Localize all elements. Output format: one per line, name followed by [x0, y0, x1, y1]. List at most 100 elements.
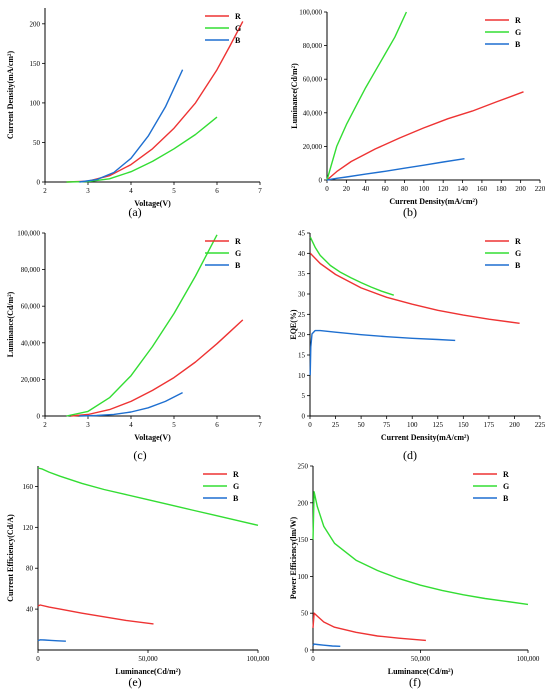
legend-label: B [235, 261, 241, 270]
x-tick-label: 0 [311, 655, 315, 663]
y-tick-label: 20 [298, 331, 306, 339]
y-tick-label: 40,000 [21, 339, 41, 347]
x-tick-label: 6 [215, 187, 219, 195]
legend-label: G [235, 24, 241, 33]
panel-caption: (e) [128, 675, 141, 689]
series-line-r [309, 252, 520, 324]
y-tick-label: 150 [298, 536, 309, 544]
y-tick-label: 0 [37, 413, 41, 421]
legend-label: B [515, 40, 521, 49]
legend-label: B [233, 494, 239, 503]
panel-caption: (a) [128, 205, 141, 219]
legend-label: R [235, 237, 241, 246]
x-tick-label: 50 [358, 421, 366, 429]
series-line-b [309, 329, 456, 376]
x-tick-label: 20 [343, 185, 351, 193]
y-tick-label: 100,000 [299, 9, 322, 17]
x-tick-label: 3 [86, 421, 90, 429]
y-tick-label: 10 [298, 372, 306, 380]
y-tick-label: 50 [33, 139, 41, 147]
x-tick-label: 75 [383, 421, 391, 429]
series-line-g [37, 467, 259, 526]
x-tick-label: 100 [419, 185, 430, 193]
x-tick-label: 7 [258, 421, 262, 429]
series-line-r [37, 604, 154, 625]
y-tick-label: 40 [298, 250, 306, 258]
series-line-r [70, 319, 244, 417]
series-line-b [37, 639, 66, 642]
y-axis-label: Power Efficiency(lm/W) [289, 517, 298, 600]
panel-caption: (b) [403, 205, 417, 219]
y-tick-label: 40 [26, 606, 34, 614]
x-tick-label: 200 [509, 421, 520, 429]
y-tick-label: 100,000 [17, 230, 40, 238]
y-tick-label: 120 [23, 524, 34, 532]
x-tick-label: 7 [258, 187, 262, 195]
x-tick-label: 3 [86, 187, 90, 195]
x-tick-label: 0 [36, 655, 40, 663]
y-tick-label: 35 [298, 270, 306, 278]
legend-label: G [515, 28, 521, 37]
y-axis-label: Luminance(Cd/m²) [290, 63, 299, 129]
legend-label: G [235, 249, 241, 258]
y-tick-label: 5 [302, 392, 306, 400]
y-tick-label: 200 [298, 499, 309, 507]
chart-panel: 0 50,000 100,000 0 50 100 150 200 250 Luminance(C… [289, 463, 540, 690]
x-tick-label: 175 [484, 421, 495, 429]
x-tick-label: 120 [438, 185, 449, 193]
y-tick-label: 150 [30, 60, 41, 68]
y-axis-label: Current Efficiency(Cd/A) [6, 514, 15, 602]
x-tick-label: 140 [457, 185, 468, 193]
y-tick-label: 0 [305, 647, 309, 655]
y-axis-label: Current Density(mA/cm²) [6, 51, 15, 140]
legend-label: B [503, 494, 509, 503]
series-line-b [79, 69, 184, 183]
y-tick-label: 200 [30, 20, 41, 28]
x-tick-label: 50,000 [411, 655, 431, 663]
y-tick-label: 45 [298, 230, 306, 238]
y-tick-label: 15 [298, 352, 306, 360]
series-line-g [309, 236, 395, 296]
chart-panel: 0 50,000 100,000 40 80 120 160 Luminance(Cd/m²)… [6, 466, 270, 689]
series-line-b [326, 158, 465, 181]
x-tick-label: 125 [433, 421, 444, 429]
chart-panel: 2 3 4 5 6 7 0 50 100 150 200 Voltage(V) Current Dens… [6, 8, 262, 219]
legend-label: B [515, 261, 521, 270]
series-line-g [312, 491, 529, 606]
y-tick-label: 0 [319, 177, 323, 185]
legend-label: R [503, 470, 509, 479]
x-tick-label: 150 [458, 421, 469, 429]
x-axis-label: Voltage(V) [134, 433, 171, 442]
x-axis-label: Luminance(Cd/m²) [388, 667, 454, 676]
legend-label: R [233, 470, 239, 479]
x-tick-label: 2 [43, 187, 47, 195]
y-tick-label: 60,000 [303, 76, 323, 84]
x-tick-label: 100,000 [517, 655, 540, 663]
x-tick-label: 220 [535, 185, 546, 193]
chart-panel: 2 3 4 5 6 7 0 20,000 40,000 60,000 80,000 100,000 Vo… [6, 230, 262, 463]
series-line-r [326, 91, 524, 181]
x-tick-label: 25 [332, 421, 340, 429]
x-tick-label: 180 [496, 185, 507, 193]
legend-label: R [515, 16, 521, 25]
y-tick-label: 50 [301, 610, 309, 618]
chart-panel: 0 25 50 75 100 125 150 175 200 225 0 5 10 15 20 25 30 35 4… [289, 230, 546, 463]
x-axis-label: Current Density(mA/cm²) [389, 197, 478, 206]
x-tick-label: 50,000 [138, 655, 158, 663]
x-tick-label: 100,000 [247, 655, 270, 663]
x-axis-label: Current Density(mA/cm²) [381, 433, 470, 442]
y-tick-label: 250 [298, 463, 309, 471]
x-tick-label: 0 [308, 421, 312, 429]
x-tick-label: 0 [325, 185, 329, 193]
y-tick-label: 100 [298, 573, 309, 581]
y-tick-label: 80,000 [21, 266, 41, 274]
x-tick-label: 5 [172, 187, 176, 195]
x-axis-label: Luminance(Cd/m²) [115, 667, 181, 676]
series-line-g [326, 11, 408, 181]
series-line-r [66, 21, 244, 183]
x-tick-label: 6 [215, 421, 219, 429]
y-tick-label: 100 [30, 99, 41, 107]
y-axis-label: Luminance(Cd/m²) [6, 291, 15, 357]
x-tick-label: 4 [129, 421, 133, 429]
x-tick-label: 100 [407, 421, 418, 429]
